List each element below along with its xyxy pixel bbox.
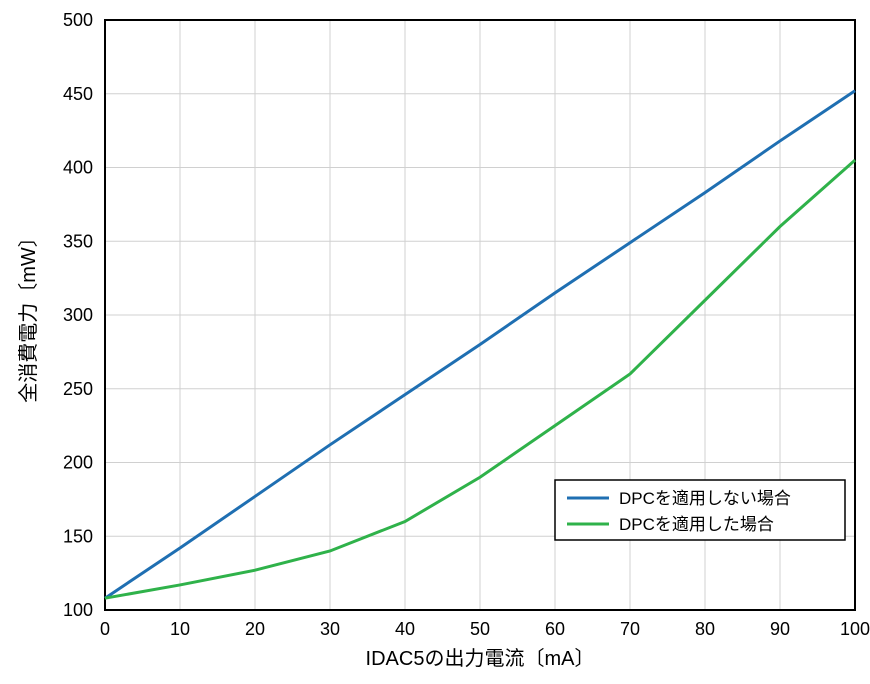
y-tick-label: 500 bbox=[63, 10, 93, 30]
x-tick-label: 0 bbox=[100, 619, 110, 639]
line-chart: 0 10 20 30 40 50 60 70 80 90 100 100 150 200 250 300 350… bbox=[0, 0, 870, 684]
y-tick-label: 350 bbox=[63, 231, 93, 251]
y-tick-label: 250 bbox=[63, 379, 93, 399]
x-tick-label: 50 bbox=[470, 619, 490, 639]
x-tick-label: 20 bbox=[245, 619, 265, 639]
x-tick-label: 90 bbox=[770, 619, 790, 639]
y-tick-label: 300 bbox=[63, 305, 93, 325]
x-tick-label: 60 bbox=[545, 619, 565, 639]
x-tick-label: 30 bbox=[320, 619, 340, 639]
x-axis-label: IDAC5の出力電流〔mA〕 bbox=[366, 647, 595, 670]
x-tick-label: 80 bbox=[695, 619, 715, 639]
y-tick-label: 400 bbox=[63, 158, 93, 178]
y-tick-label: 150 bbox=[63, 526, 93, 546]
y-tick-label: 450 bbox=[63, 84, 93, 104]
y-axis-label: 全消費電力〔mW〕 bbox=[17, 227, 40, 403]
chart-container: 0 10 20 30 40 50 60 70 80 90 100 100 150 200 250 300 350… bbox=[0, 0, 870, 684]
legend-label-1: DPCを適用した場合 bbox=[619, 515, 774, 534]
y-tick-label: 200 bbox=[63, 453, 93, 473]
legend-label-0: DPCを適用しない場合 bbox=[619, 489, 791, 508]
x-tick-label: 100 bbox=[840, 619, 870, 639]
x-tick-label: 70 bbox=[620, 619, 640, 639]
x-tick-label: 40 bbox=[395, 619, 415, 639]
x-tick-label: 10 bbox=[170, 619, 190, 639]
y-tick-label: 100 bbox=[63, 600, 93, 620]
